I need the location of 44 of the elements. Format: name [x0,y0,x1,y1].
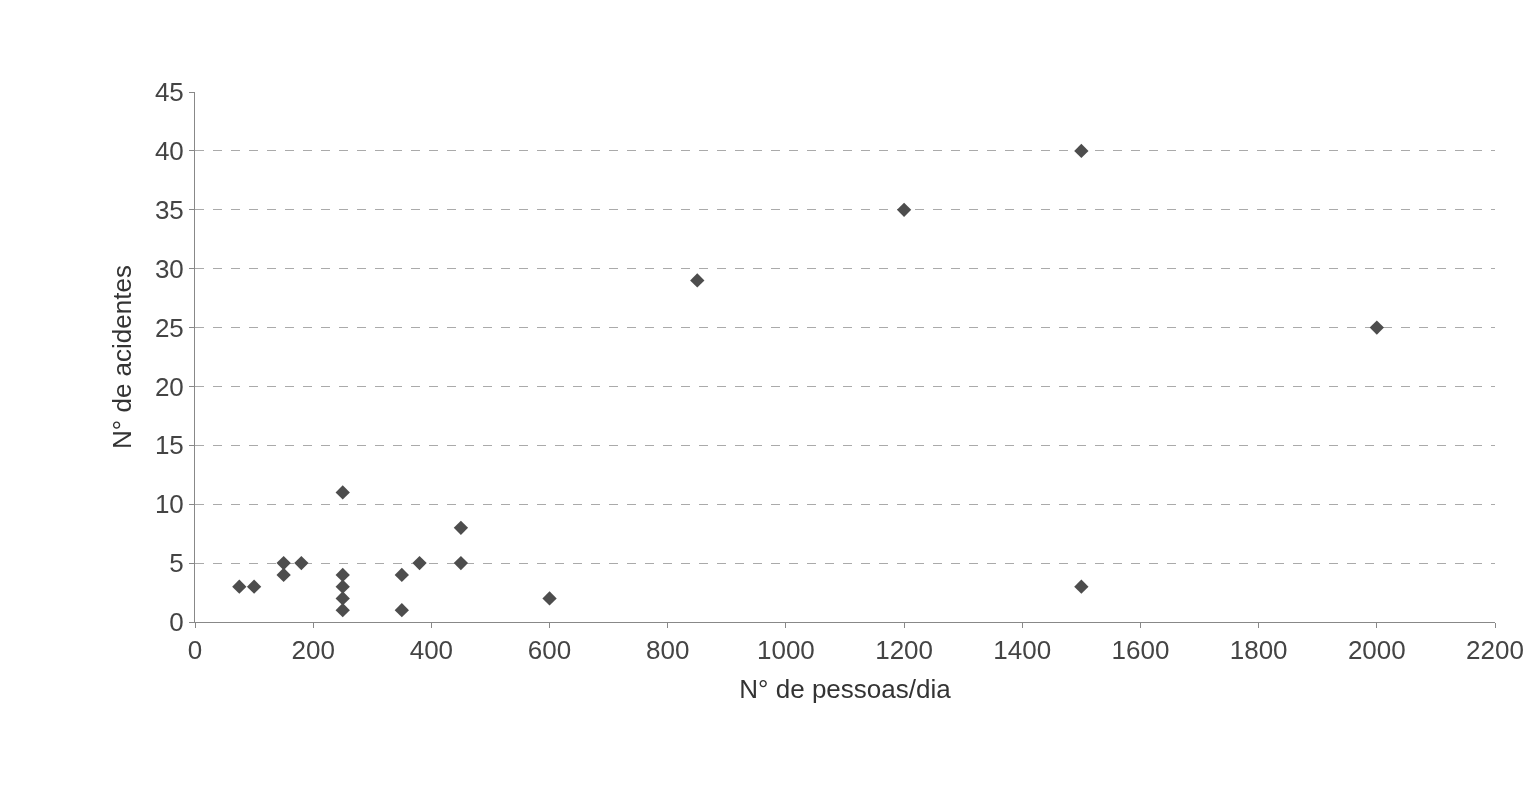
point [542,591,557,606]
y-tick-label: 45 [154,77,184,108]
point [453,520,469,535]
x-tick-label: 2200 [1466,635,1524,666]
x-tick-label: 200 [291,635,335,666]
point [1369,320,1384,335]
point [394,603,409,618]
point [232,579,247,594]
x-tick-label: 1000 [756,635,815,666]
y-axis-title: N° de acidentes [107,265,138,449]
point [412,555,427,571]
x-tick-label: 1400 [993,635,1052,666]
point [294,555,309,571]
y-tick-label: 40 [154,135,184,166]
y-tick-label: 35 [154,194,184,225]
x-tick-label: 400 [409,635,454,666]
point [1074,579,1089,594]
y-tick-label: 5 [169,548,184,579]
y-tick-label: 30 [154,253,184,284]
point [276,567,291,583]
point [453,555,469,571]
point [1074,143,1089,159]
x-tick-label: 800 [646,635,690,666]
point [335,591,350,606]
x-tick-label: 1200 [875,635,934,666]
point [896,202,912,217]
point [690,273,705,288]
point [335,579,350,594]
x-tick-label: 600 [527,635,572,666]
y-tick-label: 15 [154,430,184,461]
y-tick-label: 20 [154,371,184,402]
point [394,567,409,583]
x-tick-label: 2000 [1347,635,1406,666]
point [276,555,291,571]
y-tick-label: 10 [154,489,184,520]
y-tick-label: 0 [169,607,184,638]
y-tick-label: 25 [154,312,184,343]
x-tick-label: 1600 [1111,635,1170,666]
point [335,567,350,583]
point [335,603,350,618]
x-tick-label: 1800 [1229,635,1288,666]
point [335,485,350,500]
point [246,579,262,594]
x-axis-title: N° de pessoas/dia [739,673,952,704]
